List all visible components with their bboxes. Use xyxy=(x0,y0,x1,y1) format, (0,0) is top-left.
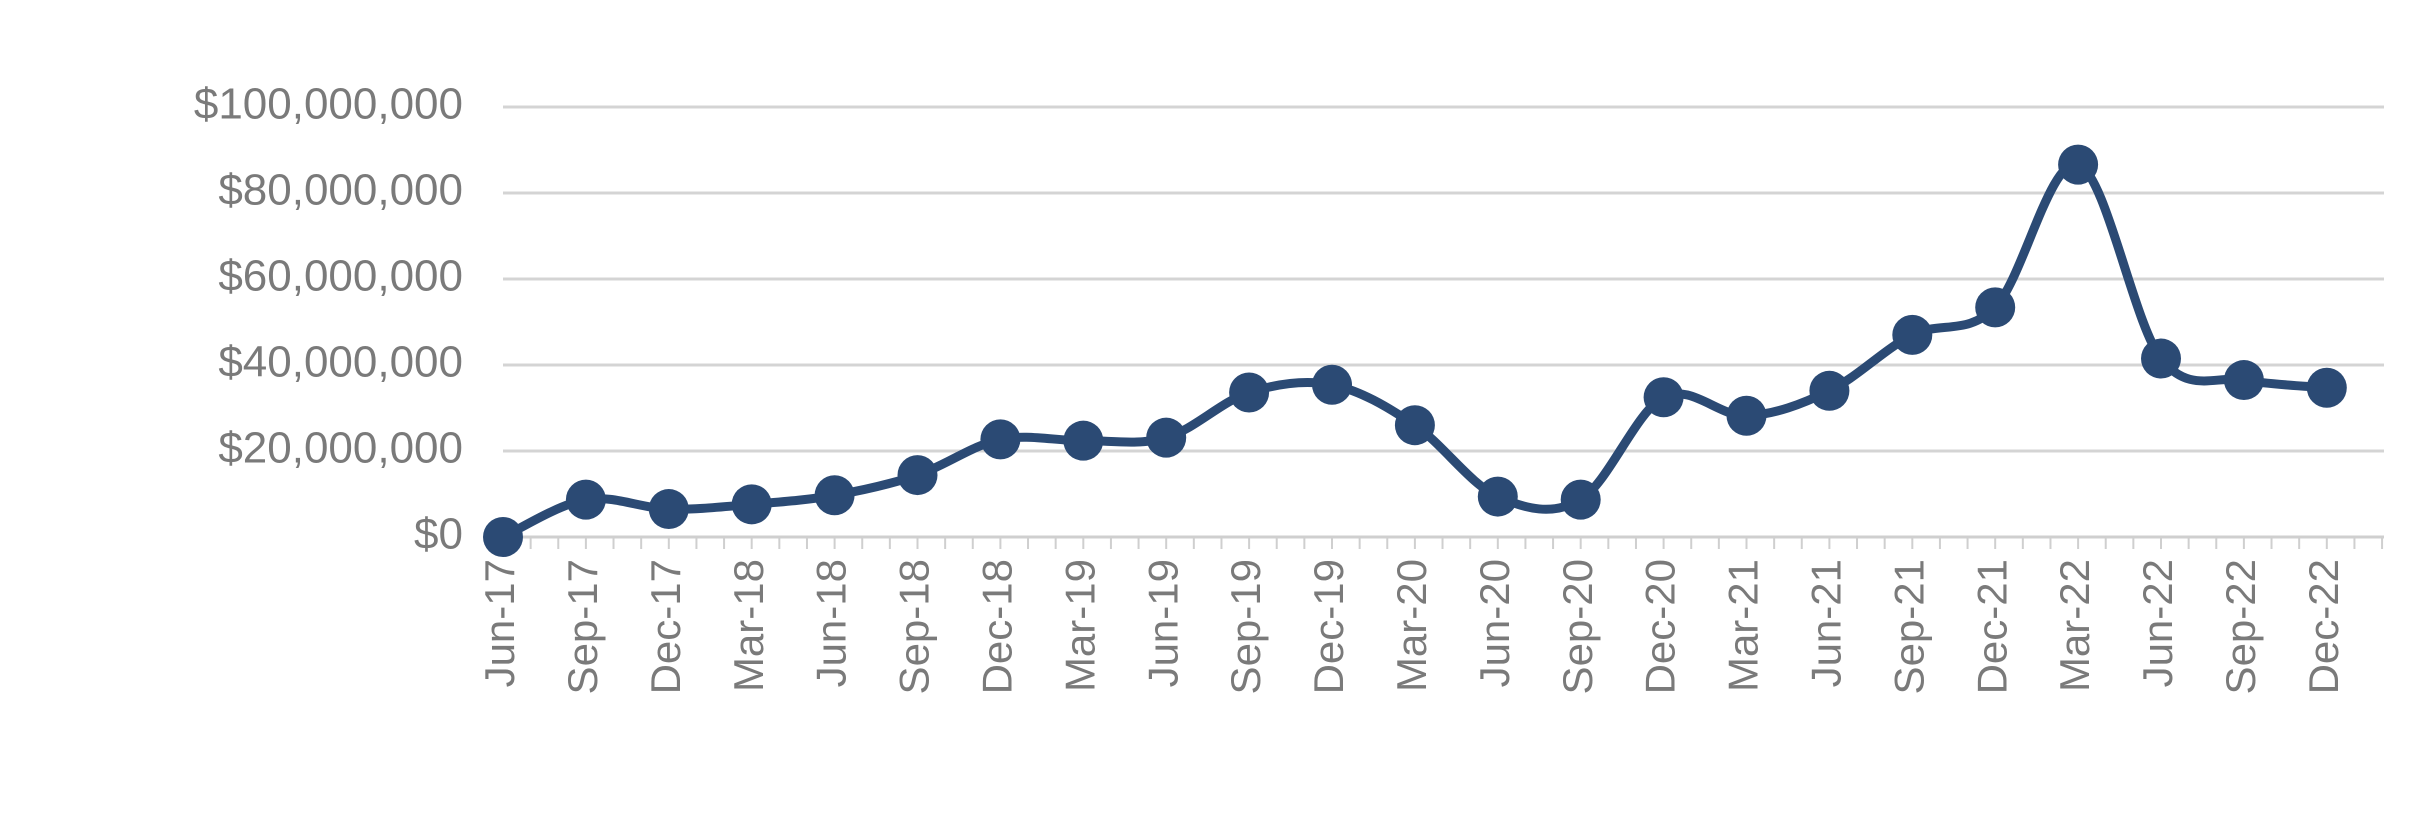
y-tick-label: $20,000,000 xyxy=(218,424,463,473)
data-point xyxy=(1809,370,1850,411)
data-point xyxy=(1394,405,1435,446)
x-tick-label: Sep-17 xyxy=(559,559,606,694)
x-tick-label: Mar-22 xyxy=(2051,559,2098,692)
data-point xyxy=(2223,360,2264,401)
x-tick-label: Dec-18 xyxy=(973,559,1020,694)
x-tick-label: Dec-19 xyxy=(1305,559,1352,694)
data-line xyxy=(501,160,2328,542)
data-point xyxy=(1975,287,2016,328)
data-point xyxy=(1643,377,1684,418)
y-tick-label: $80,000,000 xyxy=(218,166,463,215)
x-tick-label: Jun-17 xyxy=(476,559,523,687)
data-point xyxy=(980,419,1021,460)
data-point xyxy=(2058,144,2099,185)
x-tick-label: Dec-20 xyxy=(1637,559,1684,694)
x-tick-label: Mar-18 xyxy=(725,559,772,692)
x-tick-label: Jun-19 xyxy=(1139,559,1186,687)
data-point xyxy=(731,484,772,525)
data-point xyxy=(1063,420,1104,461)
x-tick-label: Sep-18 xyxy=(891,559,938,694)
data-point xyxy=(1312,364,1352,405)
x-tick-label: Dec-22 xyxy=(2300,559,2347,694)
data-point xyxy=(814,475,855,516)
y-tick-label: $0 xyxy=(414,510,463,559)
x-tick-label: Sep-19 xyxy=(1222,559,1269,694)
data-point xyxy=(1146,417,1187,458)
data-point xyxy=(1726,395,1767,436)
x-tick-label: Mar-21 xyxy=(1720,559,1767,692)
data-point xyxy=(1892,314,1933,355)
y-tick-label: $100,000,000 xyxy=(194,80,463,129)
y-tick-label: $60,000,000 xyxy=(218,252,463,301)
x-tick-label: Jun-20 xyxy=(1471,559,1518,687)
x-tick-label: Dec-21 xyxy=(1968,559,2015,694)
data-point xyxy=(897,455,938,496)
x-tick-label: Sep-20 xyxy=(1554,559,1601,694)
data-point xyxy=(565,479,606,520)
x-tick-label: Jun-18 xyxy=(808,559,855,687)
x-tick-label: Mar-20 xyxy=(1388,559,1435,692)
data-point xyxy=(2141,338,2181,379)
x-tick-label: Dec-17 xyxy=(642,559,689,694)
x-tick-label: Jun-22 xyxy=(2134,559,2181,687)
x-tick-label: Sep-22 xyxy=(2217,559,2264,694)
data-point xyxy=(648,489,689,530)
data-point xyxy=(2306,367,2347,408)
data-point xyxy=(483,517,523,557)
data-point xyxy=(1560,479,1601,520)
y-tick-label: $40,000,000 xyxy=(218,338,463,387)
data-point xyxy=(1477,476,1518,517)
x-tick-label: Mar-19 xyxy=(1056,559,1103,692)
data-point xyxy=(1229,372,1270,413)
x-tick-label: Jun-21 xyxy=(1802,559,1849,687)
x-tick-label: Sep-21 xyxy=(1885,559,1932,694)
